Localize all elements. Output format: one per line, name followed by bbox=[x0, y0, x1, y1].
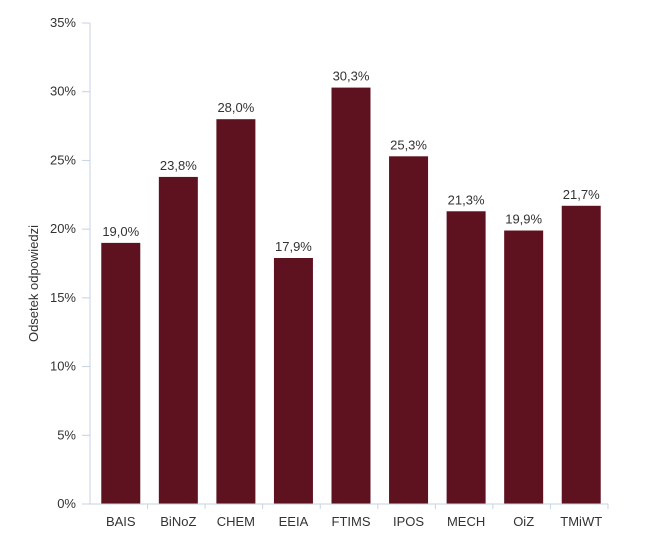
y-tick-label: 30% bbox=[50, 84, 76, 99]
y-tick-label: 15% bbox=[50, 290, 76, 305]
bar bbox=[389, 156, 429, 504]
x-category-label: EEIA bbox=[279, 514, 309, 529]
x-category-label: MECH bbox=[447, 514, 485, 529]
bar bbox=[446, 211, 486, 504]
y-tick-label: 25% bbox=[50, 152, 76, 167]
y-tick-label: 20% bbox=[50, 221, 76, 236]
bar bbox=[158, 176, 198, 505]
bar-data-label: 19,0% bbox=[102, 224, 139, 239]
bar bbox=[273, 258, 313, 504]
bar-data-label: 21,7% bbox=[563, 187, 600, 202]
bar-data-label: 25,3% bbox=[390, 137, 427, 152]
y-tick-label: 10% bbox=[50, 359, 76, 374]
x-category-label: IPOS bbox=[393, 514, 424, 529]
bar bbox=[216, 119, 256, 504]
bar bbox=[101, 242, 141, 504]
bar-data-label: 30,3% bbox=[333, 69, 370, 84]
y-axis-title: Odsetek odpowiedzi bbox=[26, 225, 41, 342]
x-category-label: TMiWT bbox=[560, 514, 602, 529]
bar bbox=[561, 205, 601, 504]
x-category-label: BiNoZ bbox=[160, 514, 196, 529]
y-tick-label: 35% bbox=[50, 15, 76, 30]
x-category-label: OiZ bbox=[513, 514, 534, 529]
y-tick-label: 0% bbox=[57, 496, 76, 511]
bar-data-label: 23,8% bbox=[160, 158, 197, 173]
bars: 19,0% BAIS 23,8% BiNoZ 28,0% CHEM 17,9% EEIA 30,… bbox=[101, 69, 609, 529]
x-category-label: BAIS bbox=[106, 514, 136, 529]
x-category-label: CHEM bbox=[217, 514, 255, 529]
x-category-label: FTIMS bbox=[332, 514, 371, 529]
axes bbox=[89, 23, 608, 505]
bar bbox=[504, 230, 544, 504]
bar-data-label: 28,0% bbox=[217, 100, 254, 115]
bar bbox=[331, 87, 371, 504]
bar-data-label: 21,3% bbox=[448, 192, 485, 207]
y-axis-ticks: 0% 5% 10% 15% 20% 25% 30% 35% bbox=[50, 15, 90, 511]
bar-data-label: 17,9% bbox=[275, 239, 312, 254]
bar-data-label: 19,9% bbox=[505, 212, 542, 227]
y-tick-label: 5% bbox=[57, 427, 76, 442]
